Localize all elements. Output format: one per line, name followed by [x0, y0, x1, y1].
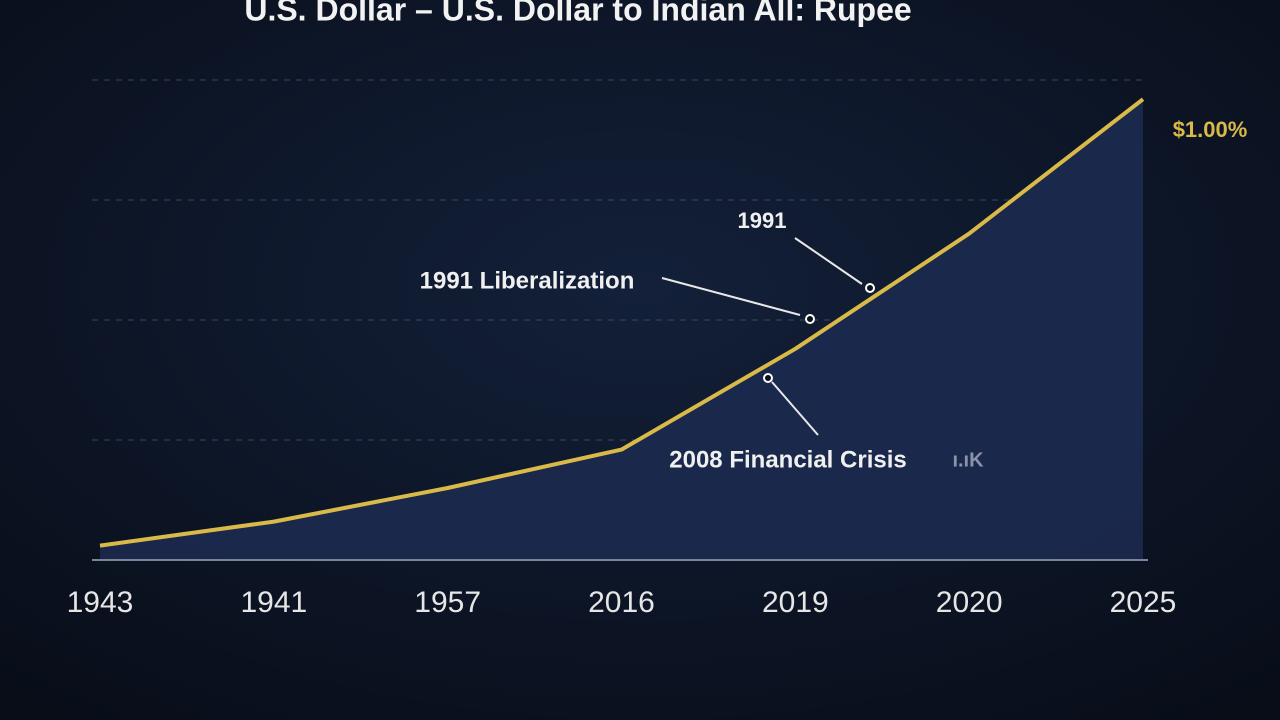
x-tick-label: 2019: [762, 586, 829, 619]
annotation: 1991 Liberalization: [420, 267, 635, 294]
annotation-leader: [661, 277, 801, 316]
x-tick-label: 1943: [67, 586, 134, 619]
x-tick-label: 1941: [240, 586, 307, 619]
area: [100, 99, 1143, 560]
chart-title: U.S. Dollar – U.S. Dollar to Indian All:…: [244, 0, 911, 27]
annotation-marker: [865, 283, 875, 293]
x-tick-label: 2016: [588, 586, 655, 619]
annotation: 2008 Financial Crisis: [669, 446, 906, 473]
x-tick-label: 1957: [414, 586, 481, 619]
annotation: 1991: [738, 208, 787, 233]
annotation-leader: [771, 381, 819, 436]
annotation-marker: [805, 314, 815, 324]
x-tick-label: 2020: [936, 586, 1003, 619]
x-tick-label: 2025: [1110, 586, 1177, 619]
annotation-leader: [794, 237, 863, 285]
line: [99, 97, 1145, 548]
end-label: $1.00%: [1173, 117, 1248, 142]
annotation-marker: [763, 373, 773, 383]
annotation: ı.ıK: [952, 449, 984, 471]
